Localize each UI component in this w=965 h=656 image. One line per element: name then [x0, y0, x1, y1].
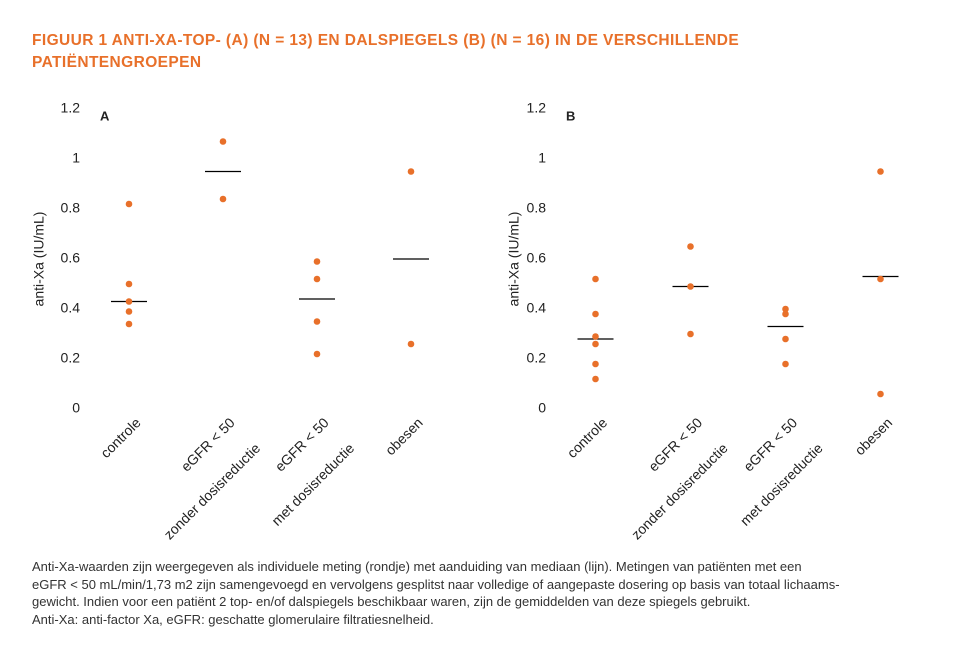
data-point — [125, 320, 133, 328]
data-point — [125, 308, 133, 315]
figure-title: FIGUUR 1 ANTI-XA-TOP- (A) (N = 13) EN DA… — [32, 30, 932, 74]
x-tick-label-line: zonder dosisreductie — [628, 440, 731, 543]
data-point — [313, 318, 321, 325]
y-tick-label: 0.8 — [61, 200, 81, 216]
data-point — [592, 310, 599, 318]
data-point — [687, 283, 694, 290]
y-tick-label: 0.4 — [61, 300, 81, 316]
y-tick-label: 0.6 — [61, 250, 81, 266]
y-tick-label: 1 — [538, 150, 546, 166]
panel-label: A — [100, 108, 110, 123]
x-tick-label-line: obesen — [382, 414, 426, 458]
data-point — [592, 340, 599, 348]
y-tick-label: 0.4 — [527, 300, 547, 316]
y-tick-label: 0 — [72, 400, 80, 416]
y-tick-label: 1 — [72, 150, 80, 166]
data-point — [782, 310, 789, 318]
data-point — [313, 275, 321, 283]
x-tick-label: controle — [97, 414, 144, 461]
x-tick-label: controle — [564, 414, 611, 461]
data-point — [313, 258, 321, 265]
y-axis-label: anti-Xa (IU/mL) — [31, 212, 47, 307]
data-point — [125, 298, 133, 305]
panel-label: B — [566, 108, 575, 123]
data-point — [687, 243, 694, 250]
data-point — [313, 350, 321, 358]
data-point — [407, 168, 415, 175]
y-tick-label: 0.6 — [527, 250, 547, 266]
data-point — [687, 330, 694, 338]
y-tick-label: 0.2 — [527, 350, 547, 366]
data-point — [782, 305, 789, 313]
data-point — [877, 275, 884, 283]
data-point — [782, 360, 789, 368]
y-tick-label: 1.2 — [61, 100, 81, 116]
data-point — [782, 335, 789, 343]
data-point — [592, 360, 599, 368]
caption-line: gewicht. Indien voor een patiënt 2 top- … — [32, 594, 751, 609]
x-tick-label: obesen — [851, 414, 895, 458]
data-point — [219, 195, 227, 203]
y-axis-label: anti-Xa (IU/mL) — [506, 212, 522, 307]
data-point — [407, 340, 415, 348]
caption-line: eGFR < 50 mL/min/1,73 m2 zijn samengevoe… — [32, 576, 840, 592]
data-point — [877, 168, 884, 175]
x-tick-label-line: zonder dosisreductie — [161, 440, 264, 543]
caption: Anti-Xa-waarden zijn weergegeven als ind… — [32, 558, 952, 628]
y-tick-label: 0 — [538, 400, 546, 416]
title-line: FIGUUR 1 ANTI-XA-TOP- (A) (N = 13) EN DA… — [32, 32, 740, 49]
title-line: PATIËNTENGROEPEN — [32, 54, 202, 71]
data-point — [592, 333, 599, 340]
data-point — [592, 275, 599, 283]
data-point — [125, 280, 133, 288]
caption-line: Anti-Xa-waarden zijn weergegeven als ind… — [32, 559, 802, 574]
data-point — [125, 200, 133, 208]
caption-line: Anti-Xa: anti-factor Xa, eGFR: geschatte… — [32, 611, 434, 627]
data-point — [592, 375, 599, 383]
x-tick-label-line: controle — [564, 414, 611, 461]
data-point — [219, 138, 227, 145]
x-tick-label-line: controle — [97, 414, 144, 461]
x-tick-label-line: obesen — [851, 414, 895, 458]
y-tick-label: 0.2 — [61, 350, 81, 366]
y-tick-label: 0.8 — [527, 200, 547, 216]
x-tick-label: obesen — [382, 414, 426, 458]
data-point — [877, 390, 884, 398]
y-tick-label: 1.2 — [527, 100, 547, 116]
